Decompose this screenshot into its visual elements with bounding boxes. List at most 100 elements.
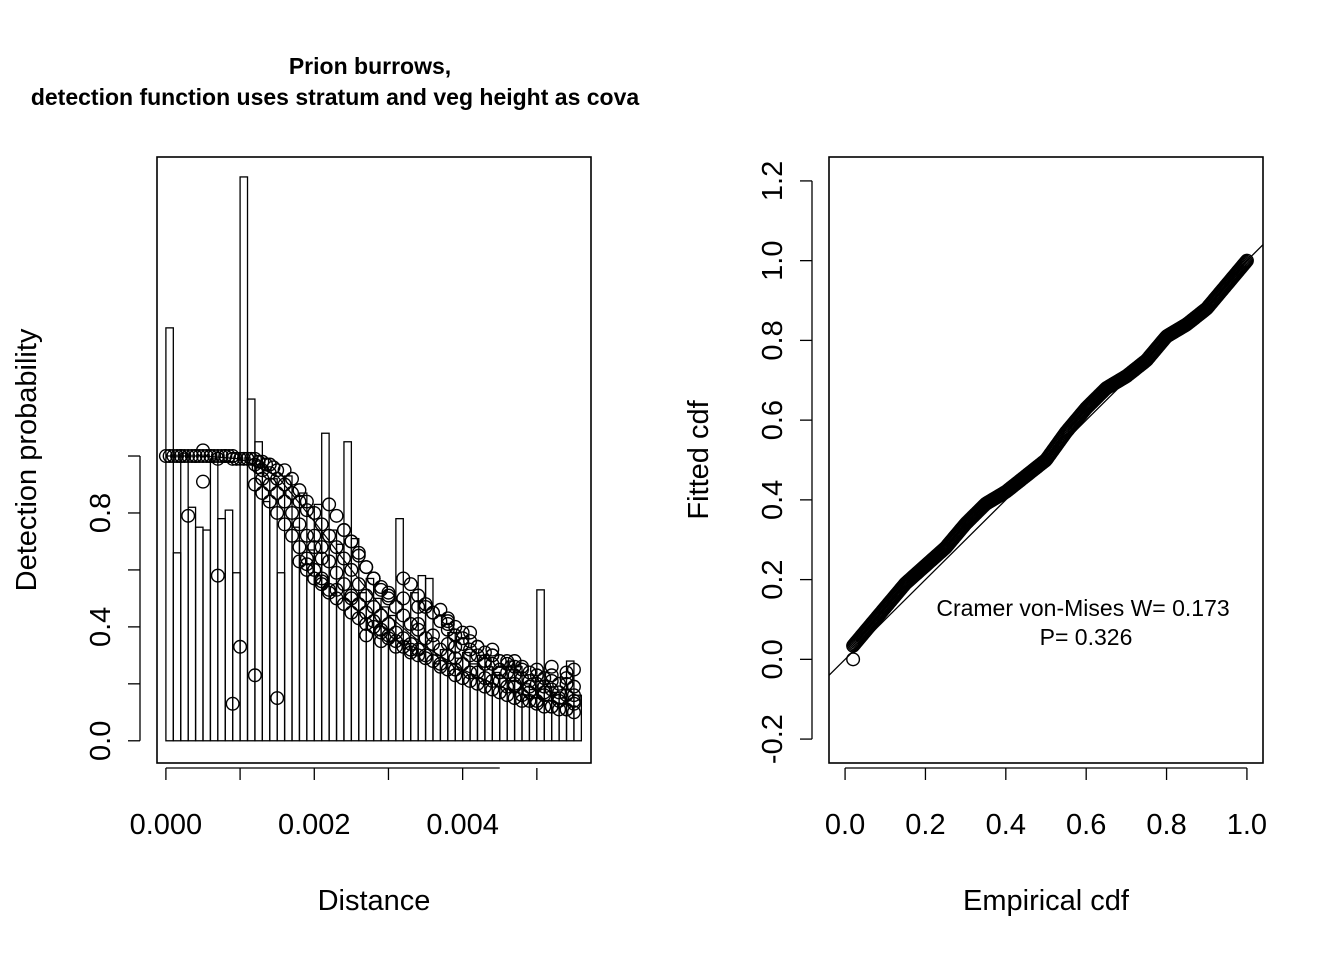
- fitted-point: [515, 693, 530, 708]
- y-axis: -0.2 0.0 0.2 0.4 0.6 0.8 1.0 1.2: [757, 161, 813, 764]
- fitted-point: [314, 517, 329, 532]
- y-tick-label: 0.2: [757, 559, 789, 599]
- fitted-point: [463, 673, 478, 688]
- fitted-point: [170, 449, 185, 464]
- histogram-bar: [246, 398, 256, 742]
- fitted-point: [411, 599, 426, 614]
- histogram-bar: [424, 577, 434, 742]
- fitted-point: [544, 699, 559, 714]
- fitted-point: [329, 508, 344, 523]
- fitted-point: [277, 517, 292, 532]
- y-axis-label: Fitted cdf: [683, 399, 715, 519]
- x-axis: 0.000 0.002 0.004: [130, 767, 538, 841]
- fitted-point: [255, 486, 270, 501]
- fitted-point: [214, 449, 229, 464]
- histogram-bar: [536, 589, 545, 742]
- fitted-point: [381, 631, 396, 646]
- fitted-point: [566, 662, 581, 677]
- fitted-point: [255, 463, 270, 478]
- fitted-point: [566, 688, 581, 703]
- fitted-point: [477, 656, 492, 671]
- fitted-point: [247, 668, 262, 683]
- fitted-point: [396, 608, 411, 623]
- fitted-point: [285, 471, 300, 486]
- fitted-point: [292, 517, 307, 532]
- fitted-point: [544, 659, 559, 674]
- y-tick-label: 1.0: [757, 240, 789, 280]
- fitted-point: [314, 551, 329, 566]
- fitted-point: [463, 648, 478, 663]
- plot-frame: [828, 156, 1264, 764]
- fitted-point: [166, 449, 181, 464]
- fitted-point: [158, 449, 173, 464]
- fitted-point: [485, 642, 500, 657]
- fitted-point: [566, 693, 581, 708]
- fitted-point: [336, 523, 351, 538]
- y-tick-label: 1.2: [757, 161, 789, 201]
- histogram-bar: [180, 452, 189, 742]
- histogram-bar: [395, 518, 404, 742]
- fitted-point: [433, 614, 448, 629]
- fitted-point: [566, 679, 581, 694]
- fitted-point: [418, 599, 433, 614]
- fitted-point: [559, 671, 574, 686]
- fitted-point: [485, 682, 500, 697]
- fitted-point: [492, 665, 507, 680]
- qq-point: [1238, 254, 1253, 269]
- qq-point: [1237, 257, 1252, 272]
- fitted-point: [221, 449, 236, 464]
- y-tick-label: 0.0: [757, 639, 789, 679]
- fitted-point: [240, 451, 255, 466]
- x-tick-label: 0.0: [825, 809, 865, 841]
- x-tick-label: 0.6: [1066, 809, 1106, 841]
- fitted-point: [251, 454, 266, 469]
- fitted-point: [492, 673, 507, 688]
- fitted-point: [500, 654, 515, 669]
- fitted-point: [448, 628, 463, 643]
- fitted-point: [314, 571, 329, 586]
- fitted-point: [411, 588, 426, 603]
- qq-points: [846, 253, 1254, 667]
- fitted-point: [277, 463, 292, 478]
- x-tick-label: 0.2: [905, 809, 945, 841]
- fitted-point: [210, 568, 225, 583]
- fitted-point: [285, 528, 300, 543]
- histogram-bar: [432, 663, 442, 742]
- y-tick-label: 0.4: [85, 607, 117, 647]
- fitted-point: [359, 560, 374, 575]
- fitted-point: [173, 449, 188, 464]
- fitted-point: [292, 554, 307, 569]
- fitted-point: [507, 691, 522, 706]
- fitted-point: [292, 540, 307, 555]
- fitted-point: [344, 562, 359, 577]
- fitted-point: [388, 599, 403, 614]
- fitted-point: [537, 685, 552, 700]
- fitted-point: [299, 557, 314, 572]
- fitted-point: [218, 449, 233, 464]
- fitted-point: [285, 505, 300, 520]
- fitted-point: [207, 449, 222, 464]
- fitted-point: [233, 451, 248, 466]
- histogram-bar: [194, 526, 204, 742]
- fitted-point: [322, 554, 337, 569]
- fitted-point: [552, 702, 567, 717]
- fitted-point: [233, 639, 248, 654]
- fitted-point: [229, 451, 244, 466]
- fitted-point: [507, 676, 522, 691]
- fitted-point: [344, 591, 359, 606]
- x-tick-label: 0.000: [130, 809, 203, 841]
- fitted-point: [322, 497, 337, 512]
- fitted-point: [440, 648, 455, 663]
- fitted-point: [247, 451, 262, 466]
- fitted-point: [470, 639, 485, 654]
- fitted-point: [388, 639, 403, 654]
- histogram-bar: [410, 592, 419, 742]
- fitted-point: [552, 685, 567, 700]
- fitted-point: [307, 528, 322, 543]
- fitted-point: [455, 625, 470, 640]
- x-axis-label: Empirical cdf: [963, 885, 1130, 917]
- fitted-point: [411, 617, 426, 632]
- histogram-bar: [187, 506, 197, 742]
- y-tick-label: 0.8: [757, 320, 789, 360]
